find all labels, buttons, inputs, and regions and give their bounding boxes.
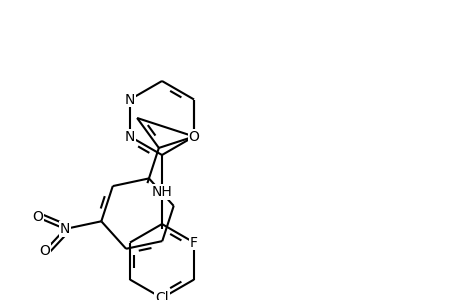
Text: O: O <box>39 244 50 258</box>
Text: N: N <box>124 130 135 143</box>
Text: Cl: Cl <box>155 291 168 300</box>
Text: N: N <box>124 92 135 106</box>
Text: F: F <box>190 236 198 250</box>
Text: N: N <box>60 222 70 236</box>
Text: O: O <box>33 210 43 224</box>
Text: O: O <box>188 130 199 143</box>
Text: NH: NH <box>151 185 172 199</box>
